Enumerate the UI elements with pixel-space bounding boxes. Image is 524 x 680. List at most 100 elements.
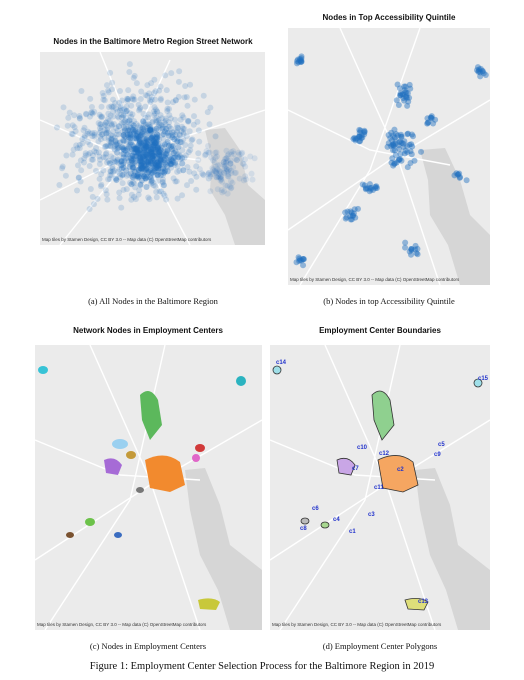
node-dot [176, 152, 183, 159]
node-dot [224, 190, 231, 197]
node-dot [147, 166, 154, 173]
node-dot [356, 126, 363, 133]
node-dot [141, 155, 148, 162]
node-dot [154, 144, 161, 151]
node-dot [455, 171, 462, 178]
node-dot [389, 155, 396, 162]
node-dot [172, 178, 179, 185]
node-dot [404, 90, 411, 97]
node-dot [169, 143, 176, 150]
node-dot [140, 153, 147, 160]
node-dot [293, 60, 300, 67]
node-dot [207, 104, 214, 111]
node-dot [174, 138, 181, 145]
node-dot [96, 111, 103, 118]
node-dot [149, 143, 156, 150]
node-dot [116, 194, 123, 201]
node-dot [148, 80, 155, 87]
node-dot [205, 171, 212, 178]
node-dot [177, 153, 184, 160]
node-dot [120, 137, 127, 144]
node-dot [201, 152, 208, 159]
node-dot [131, 159, 138, 166]
node-dot [193, 163, 200, 170]
figure-caption: Figure 1: Employment Center Selection Pr… [90, 661, 434, 672]
node-dot [155, 140, 162, 147]
node-dot [131, 180, 138, 187]
node-dot [129, 153, 136, 160]
node-dot [206, 149, 213, 156]
node-dot [174, 168, 181, 175]
node-dot [118, 144, 125, 151]
node-dot [129, 126, 136, 133]
node-dot [129, 141, 136, 148]
node-dot [225, 151, 232, 158]
node-dot [141, 140, 148, 147]
node-dot [99, 131, 106, 138]
node-dot [216, 174, 223, 181]
node-dot [129, 174, 136, 181]
node-dot [127, 161, 134, 168]
node-dot [356, 138, 363, 145]
node-dot [177, 139, 184, 146]
node-dot [119, 172, 126, 179]
node-dot [367, 186, 374, 193]
node-dot [123, 151, 130, 158]
node-dot [300, 256, 307, 263]
node-dot [187, 147, 194, 154]
node-dot [91, 131, 98, 138]
node-dot [144, 82, 151, 89]
node-dot [153, 119, 160, 126]
node-dot [223, 165, 230, 172]
node-dot [396, 85, 403, 92]
node-dot [151, 140, 158, 147]
node-dot [148, 161, 155, 168]
node-dot [171, 136, 178, 143]
node-dot [120, 119, 127, 126]
node-dot [107, 69, 114, 76]
node-dot [188, 137, 195, 144]
node-dot [150, 138, 157, 145]
node-dot [120, 132, 127, 139]
node-dot [144, 158, 151, 165]
node-dot [135, 107, 142, 114]
node-dot [137, 154, 144, 161]
node-dot [158, 122, 165, 129]
node-dot [352, 137, 359, 144]
node-dot [113, 149, 120, 156]
node-dot [110, 108, 117, 115]
node-dot [428, 115, 435, 122]
node-dot [129, 152, 136, 159]
node-dot [400, 140, 407, 147]
node-dot [164, 168, 171, 175]
node-dot [147, 149, 154, 156]
node-dot [74, 145, 81, 152]
node-dot [138, 143, 145, 150]
node-dot [84, 139, 91, 146]
node-dot [105, 89, 112, 96]
node-dot [148, 96, 155, 103]
node-dot [162, 166, 169, 173]
node-dot [122, 133, 129, 140]
cluster-label: c10 [357, 445, 368, 451]
node-dot [212, 163, 219, 170]
node-dot [152, 106, 159, 113]
node-dot [121, 133, 128, 140]
node-dot [160, 190, 167, 197]
node-dot [106, 137, 113, 144]
node-dot [153, 140, 160, 147]
node-dot [141, 127, 148, 134]
node-dot [155, 162, 162, 169]
node-dot [218, 175, 225, 182]
node-dot [180, 167, 187, 174]
node-dot [186, 168, 193, 175]
node-dot [109, 133, 116, 140]
node-dot [128, 148, 135, 155]
node-dot [152, 148, 159, 155]
node-dot [146, 174, 153, 181]
node-dot [151, 156, 158, 163]
node-dot [147, 127, 154, 134]
node-dot [347, 216, 354, 223]
node-dot [342, 209, 349, 216]
node-dot [154, 171, 161, 178]
